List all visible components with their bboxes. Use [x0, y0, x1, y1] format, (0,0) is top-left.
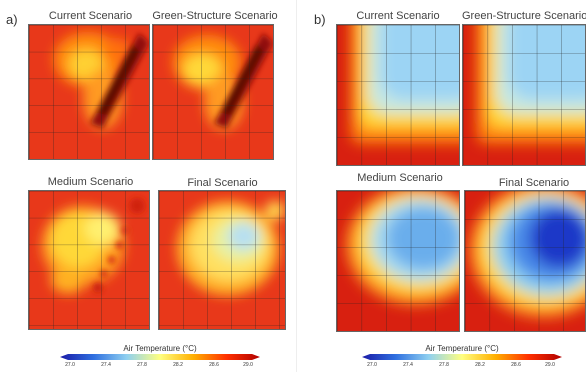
temperature-map-b-green: [462, 24, 586, 166]
panel-b-label: b): [314, 12, 326, 27]
colorbar-a: [60, 354, 260, 360]
colorbar-b: [362, 354, 562, 360]
map-title-a-final: Final Scenario: [187, 177, 258, 189]
map-title-b-current: Current Scenario: [356, 10, 440, 22]
temperature-map-a-final: [158, 190, 286, 330]
colorbar-a-tick-2: 27.8: [137, 362, 147, 368]
temperature-map-a-current: [28, 24, 150, 160]
colorbar-b-tick-2: 27.8: [439, 362, 449, 368]
colorbar-a-tick-1: 27.4: [101, 362, 111, 368]
map-title-b-final: Final Scenario: [498, 177, 570, 189]
colorbar-a-tick-5: 29.0: [243, 362, 253, 368]
colorbar-a-tick-0: 27.0: [65, 362, 75, 368]
colorbar-b-title: Air Temperature (°C): [425, 344, 499, 353]
temperature-map-a-medium: [28, 190, 150, 330]
map-title-a-current: Current Scenario: [48, 10, 133, 22]
colorbar-b-tick-1: 27.4: [403, 362, 413, 368]
panel-a-label: a): [6, 12, 18, 27]
colorbar-b-tick-0: 27.0: [367, 362, 377, 368]
panel-divider: [296, 0, 297, 372]
colorbar-b-tick-3: 28.2: [475, 362, 485, 368]
colorbar-b-tick-4: 28.6: [511, 362, 521, 368]
colorbar-a-title: Air Temperature (°C): [123, 344, 197, 353]
temperature-map-b-medium: [336, 190, 460, 332]
map-title-a-green: Green-Structure Scenario: [152, 10, 278, 22]
temperature-map-a-green: [152, 24, 274, 160]
temperature-map-b-current: [336, 24, 460, 166]
colorbar-b-tick-5: 29.0: [545, 362, 555, 368]
colorbar-a-tick-4: 28.6: [209, 362, 219, 368]
temperature-map-b-final: [464, 190, 586, 332]
colorbar-a-tick-3: 28.2: [173, 362, 183, 368]
map-title-b-green: Green-Structure Scenario: [462, 10, 586, 22]
map-title-b-medium: Medium Scenario: [357, 172, 443, 184]
map-title-a-medium: Medium Scenario: [47, 176, 134, 188]
